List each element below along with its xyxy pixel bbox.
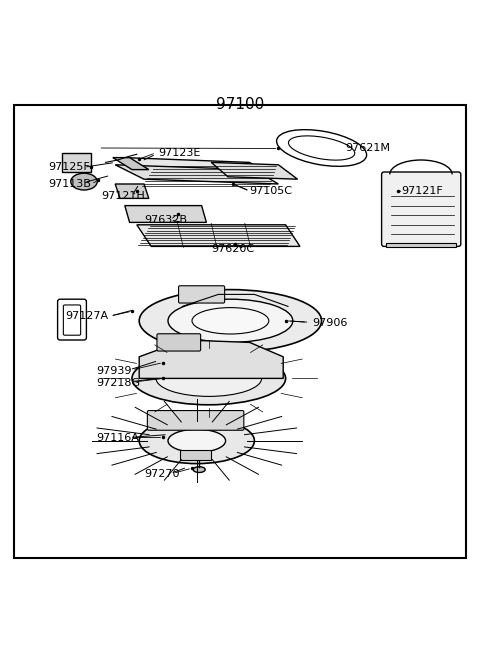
- Bar: [180, 451, 211, 460]
- Polygon shape: [115, 165, 278, 184]
- Ellipse shape: [156, 360, 262, 396]
- Ellipse shape: [139, 289, 322, 352]
- Text: 97127A: 97127A: [65, 311, 108, 321]
- Bar: [386, 243, 456, 247]
- Ellipse shape: [168, 429, 226, 453]
- Polygon shape: [139, 340, 283, 379]
- Text: 97939: 97939: [96, 366, 132, 376]
- FancyBboxPatch shape: [147, 411, 244, 430]
- FancyBboxPatch shape: [179, 286, 225, 303]
- Ellipse shape: [132, 352, 286, 405]
- Ellipse shape: [139, 418, 254, 464]
- Text: 97121H: 97121H: [101, 191, 144, 201]
- Text: 97123E: 97123E: [158, 148, 201, 158]
- Ellipse shape: [168, 299, 293, 342]
- Text: 97270: 97270: [144, 470, 180, 480]
- Polygon shape: [137, 225, 300, 247]
- Text: 97113B: 97113B: [48, 179, 91, 189]
- Bar: [62, 153, 91, 172]
- Text: 97906: 97906: [312, 318, 348, 328]
- Polygon shape: [211, 163, 298, 179]
- FancyBboxPatch shape: [382, 172, 461, 247]
- Text: 97121F: 97121F: [401, 186, 443, 196]
- Text: 97621M: 97621M: [346, 143, 391, 153]
- FancyBboxPatch shape: [157, 334, 201, 351]
- Text: 97620C: 97620C: [211, 244, 254, 254]
- Ellipse shape: [193, 466, 205, 472]
- Text: 97218G: 97218G: [96, 379, 140, 388]
- Ellipse shape: [192, 308, 269, 334]
- Text: 97125F: 97125F: [48, 162, 90, 173]
- Text: 97632B: 97632B: [144, 215, 187, 225]
- Text: 97105C: 97105C: [250, 186, 293, 196]
- Polygon shape: [125, 157, 269, 174]
- Text: 97100: 97100: [216, 97, 264, 112]
- Polygon shape: [115, 184, 149, 198]
- Text: 97116A: 97116A: [96, 434, 139, 443]
- Polygon shape: [125, 205, 206, 222]
- Ellipse shape: [71, 173, 97, 190]
- Polygon shape: [113, 157, 149, 170]
